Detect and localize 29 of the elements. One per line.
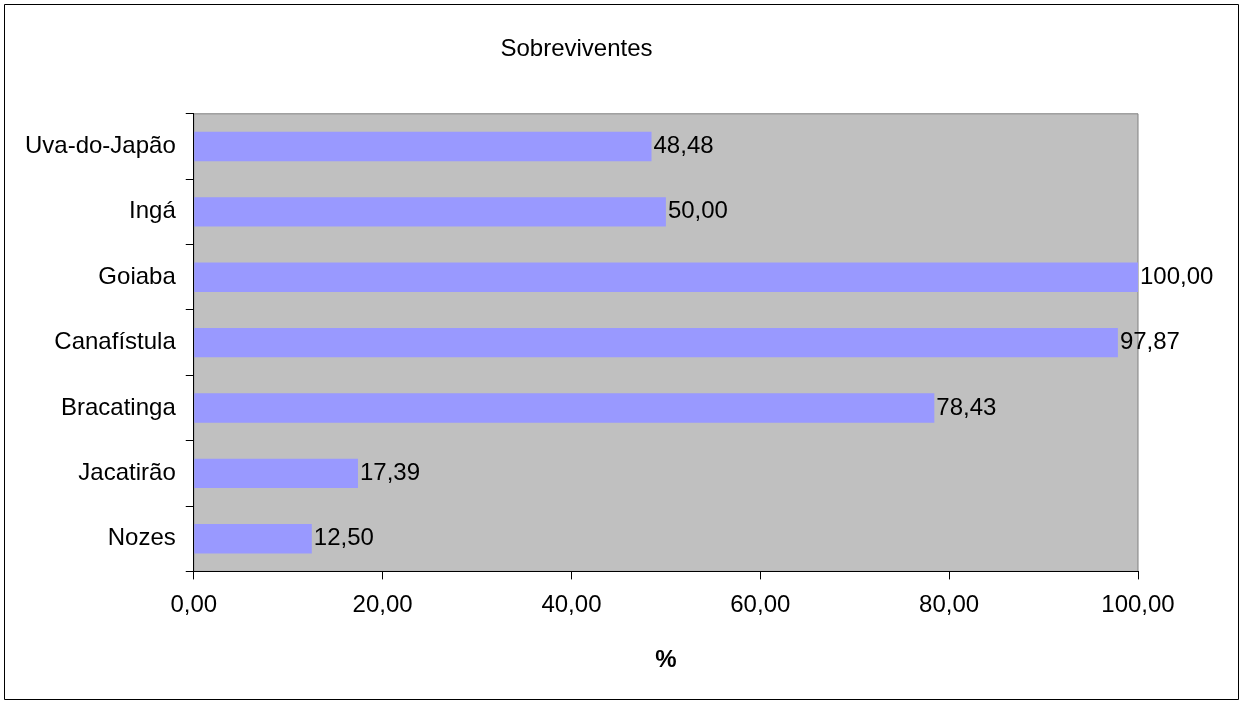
y-tick-label: Ingá	[129, 196, 177, 224]
bar	[194, 197, 666, 227]
x-axis-title: %	[655, 645, 677, 673]
y-tick-label: Bracatinga	[61, 392, 177, 420]
data-label: 17,39	[359, 457, 421, 485]
data-label: 78,43	[936, 392, 997, 420]
data-label: 97,87	[1119, 327, 1180, 355]
data-label: 48,48	[653, 131, 714, 159]
y-tick-label: Jacatirão	[78, 457, 176, 485]
y-tick-label: Nozes	[107, 523, 176, 551]
bar	[194, 524, 312, 554]
bar	[194, 327, 1118, 358]
bar	[194, 458, 358, 489]
bar	[194, 131, 652, 162]
data-label: 50,00	[667, 196, 728, 224]
y-tick-label: Uva-do-Japão	[25, 131, 176, 159]
bar	[194, 262, 1138, 292]
x-tick-label: 40,00	[541, 590, 602, 618]
chart-title: Sobreviventes	[500, 34, 653, 62]
data-label: 12,50	[313, 523, 374, 551]
x-tick-label: 100,00	[1101, 590, 1175, 618]
data-label: 100,00	[1140, 261, 1214, 289]
x-tick-label: 80,00	[919, 590, 980, 618]
x-tick-label: 20,00	[352, 590, 413, 618]
y-tick-label: Goiaba	[98, 261, 177, 289]
y-tick-label: Canafístula	[54, 327, 177, 355]
x-tick-label: 0,00	[170, 590, 218, 618]
bar	[194, 393, 935, 423]
x-tick-label: 60,00	[730, 590, 791, 618]
